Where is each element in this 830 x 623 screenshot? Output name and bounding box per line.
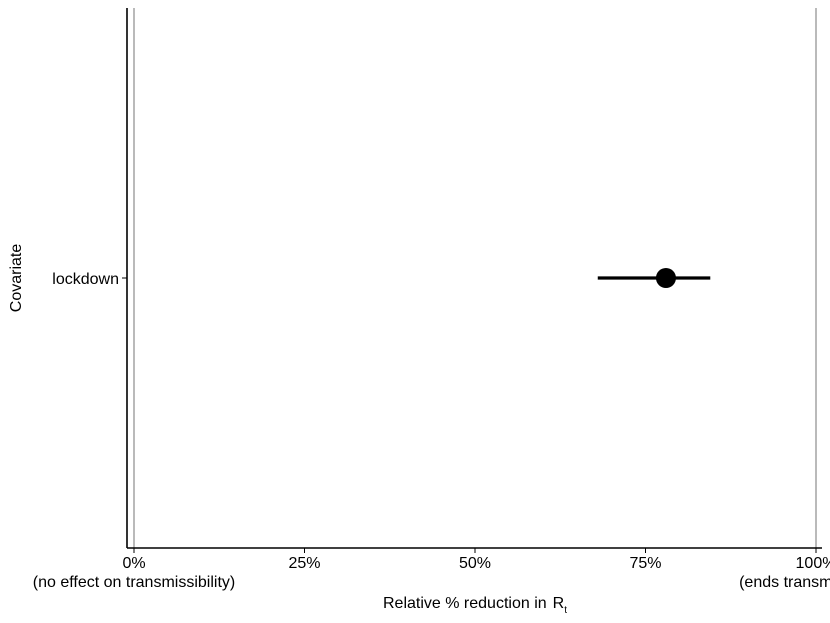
point-lockdown (655, 268, 676, 288)
x-axis-title: Relative % reduction in Rt (383, 595, 567, 616)
x-tick-label-4: 100% (796, 555, 830, 572)
x-ticks: 0% (no effect on transmissibility) 25% 50% 7… (33, 548, 830, 591)
y-tick-label-0: lockdown (52, 271, 119, 288)
data-marks (597, 268, 711, 288)
x-tick-label-1: 25% (288, 555, 320, 572)
x-tick-label-3: 75% (629, 555, 661, 572)
y-ticks: lockdown (52, 271, 127, 288)
x-axis-title-text: Relative % reduction in (383, 595, 547, 612)
x-tick-label-0: 0% (122, 555, 145, 572)
x-axis-title-symbol: R (553, 595, 565, 612)
x-tick-sublabel-0: (no effect on transmissibility) (33, 574, 235, 591)
x-tick-label-2: 50% (459, 555, 491, 572)
x-tick-sublabel-4: (ends transmissibility) (739, 574, 830, 591)
reference-lines (133, 8, 817, 548)
x-axis-title-subscript: t (564, 605, 567, 616)
y-axis-title: Covariate (8, 244, 25, 313)
